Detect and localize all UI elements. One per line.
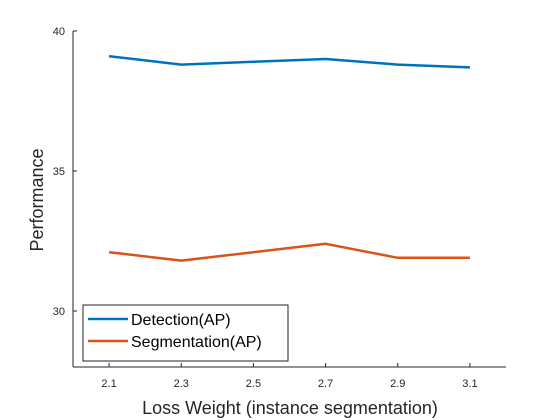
x-tick-label: 2.7 xyxy=(318,378,333,390)
series-line-2 xyxy=(108,242,470,262)
y-tick-label: 30 xyxy=(53,306,65,318)
y-axis-label: Performance xyxy=(27,148,47,251)
y-tick-label: 40 xyxy=(53,26,65,38)
legend: Detection(AP) Segmentation(AP) xyxy=(82,304,289,362)
x-tick-label: 2.9 xyxy=(390,378,405,390)
legend-label: Detection(AP) xyxy=(131,312,231,329)
legend-box xyxy=(82,304,289,362)
y-tick-label: 35 xyxy=(53,166,65,178)
x-tick-label: 2.1 xyxy=(101,378,116,390)
legend-label: Segmentation(AP) xyxy=(131,334,262,351)
series-layer xyxy=(108,54,470,262)
axes: 2.1 2.3 2.5 2.7 2.9 3.1 30 35 40 xyxy=(53,26,506,390)
x-tick-label: 3.1 xyxy=(462,378,477,390)
x-tick-label: 2.5 xyxy=(246,378,261,390)
x-axis-label: Loss Weight (instance segmentation) xyxy=(142,398,438,418)
x-tick-label: 2.3 xyxy=(174,378,189,390)
series-line-1 xyxy=(108,54,470,69)
